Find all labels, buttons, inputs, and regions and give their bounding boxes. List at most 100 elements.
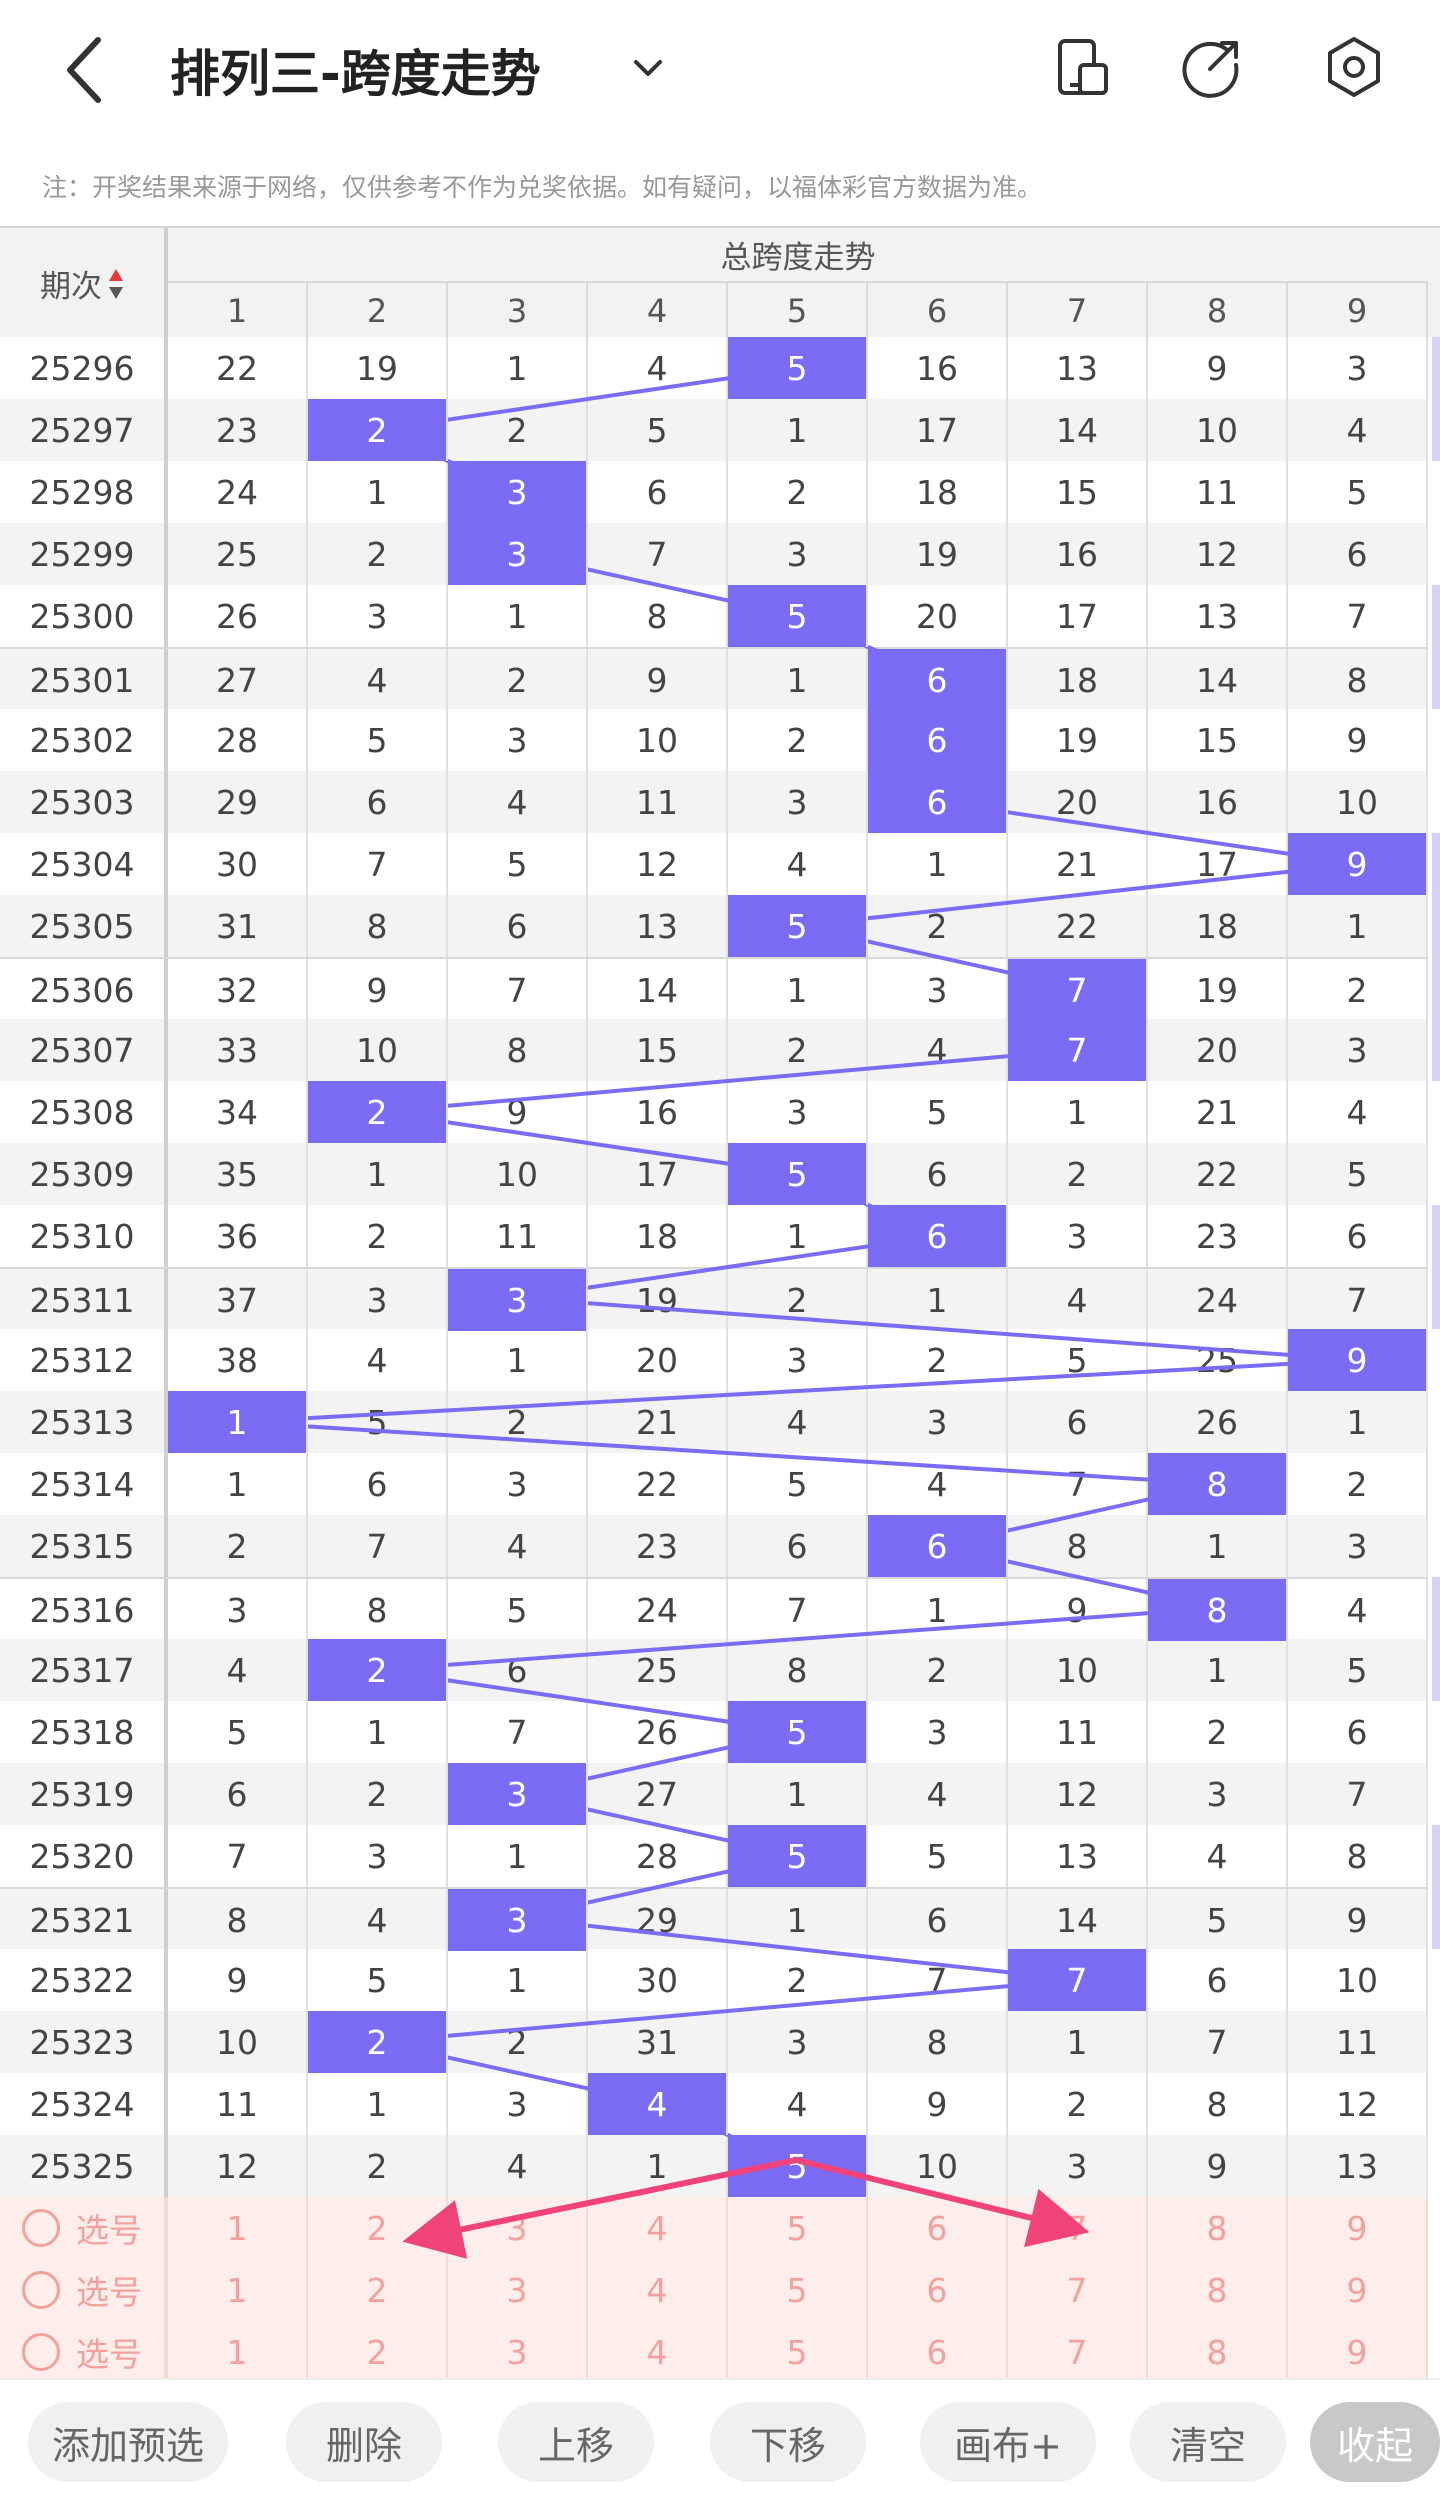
period-cell: 25315 (0, 1515, 168, 1577)
omission-cell: 8 (448, 1019, 588, 1081)
select-number-5[interactable]: 5 (728, 2197, 868, 2259)
select-row: 选号 1 2 3 4 5 6 7 8 9 (0, 2259, 1428, 2321)
select-number-5[interactable]: 5 (728, 2259, 868, 2321)
period-cell: 25321 (0, 1889, 168, 1951)
collapse-button[interactable]: 收起 (1310, 2402, 1440, 2482)
side-marker (1432, 399, 1440, 461)
select-number-7[interactable]: 7 (1008, 2197, 1148, 2259)
select-number-8[interactable]: 8 (1148, 2321, 1288, 2383)
omission-cell: 1 (1008, 1081, 1148, 1143)
hit-cell: 5 (728, 2135, 868, 2197)
omission-cell: 23 (1148, 1205, 1288, 1267)
column-header-4: 4 (588, 283, 728, 339)
omission-cell: 11 (1288, 2011, 1428, 2073)
select-number-7[interactable]: 7 (1008, 2321, 1148, 2383)
select-number-1[interactable]: 1 (168, 2197, 308, 2259)
select-number-3[interactable]: 3 (448, 2321, 588, 2383)
select-number-2[interactable]: 2 (308, 2197, 448, 2259)
select-number-6[interactable]: 6 (868, 2197, 1008, 2259)
omission-cell: 2 (868, 1639, 1008, 1701)
side-marker (1432, 895, 1440, 957)
select-number-3[interactable]: 3 (448, 2259, 588, 2321)
select-row-toggle[interactable]: 选号 (0, 2321, 168, 2383)
radio-circle-icon[interactable] (22, 2333, 60, 2371)
omission-cell: 3 (1288, 1515, 1428, 1577)
settings-icon[interactable] (1322, 35, 1386, 99)
table-row: 25300 26 3 1 8 5 20 17 13 7 (0, 585, 1428, 647)
select-number-4[interactable]: 4 (588, 2259, 728, 2321)
omission-cell: 20 (1008, 771, 1148, 833)
select-number-5[interactable]: 5 (728, 2321, 868, 2383)
canvas-plus-button[interactable]: 画布+ (920, 2402, 1096, 2482)
phone-icon[interactable] (1050, 35, 1114, 99)
back-icon[interactable] (60, 30, 110, 110)
omission-cell: 10 (1288, 771, 1428, 833)
omission-cell: 20 (868, 585, 1008, 647)
chevron-down-icon[interactable] (628, 48, 668, 88)
omission-cell: 36 (168, 1205, 308, 1267)
move-down-button[interactable]: 下移 (710, 2402, 866, 2482)
omission-cell: 16 (1148, 771, 1288, 833)
radio-circle-icon[interactable] (22, 2271, 60, 2309)
select-row-toggle[interactable]: 选号 (0, 2259, 168, 2321)
select-number-2[interactable]: 2 (308, 2321, 448, 2383)
omission-cell: 22 (1148, 1143, 1288, 1205)
add-preselect-button[interactable]: 添加预选 (28, 2402, 228, 2482)
omission-cell: 24 (168, 461, 308, 523)
select-number-9[interactable]: 9 (1288, 2259, 1428, 2321)
select-number-9[interactable]: 9 (1288, 2321, 1428, 2383)
hit-cell: 6 (868, 649, 1008, 711)
omission-cell: 10 (1148, 399, 1288, 461)
omission-cell: 11 (448, 1205, 588, 1267)
omission-cell: 4 (728, 1391, 868, 1453)
clear-button[interactable]: 清空 (1130, 2402, 1286, 2482)
hit-cell: 7 (1008, 1019, 1148, 1081)
omission-cell: 8 (308, 1579, 448, 1641)
period-cell: 25300 (0, 585, 168, 647)
omission-cell: 20 (588, 1329, 728, 1391)
move-up-button[interactable]: 上移 (498, 2402, 654, 2482)
omission-cell: 1 (448, 1825, 588, 1887)
select-number-4[interactable]: 4 (588, 2321, 728, 2383)
table-row: 25302 28 5 3 10 2 6 19 15 9 (0, 709, 1428, 771)
omission-cell: 4 (728, 2073, 868, 2135)
omission-cell: 2 (308, 523, 448, 585)
select-number-2[interactable]: 2 (308, 2259, 448, 2321)
omission-cell: 2 (1008, 1143, 1148, 1205)
omission-cell: 7 (168, 1825, 308, 1887)
sort-icon[interactable] (108, 267, 124, 301)
hit-cell: 6 (868, 1515, 1008, 1577)
omission-cell: 3 (1288, 337, 1428, 399)
omission-cell: 33 (168, 1019, 308, 1081)
delete-button[interactable]: 删除 (286, 2402, 442, 2482)
omission-cell: 10 (168, 2011, 308, 2073)
table-row: 25308 34 2 9 16 3 5 1 21 4 (0, 1081, 1428, 1143)
select-number-1[interactable]: 1 (168, 2321, 308, 2383)
omission-cell: 1 (728, 959, 868, 1021)
select-row-label: 选号 (76, 2335, 142, 2374)
select-number-7[interactable]: 7 (1008, 2259, 1148, 2321)
select-number-8[interactable]: 8 (1148, 2197, 1288, 2259)
radio-circle-icon[interactable] (22, 2209, 60, 2247)
select-number-1[interactable]: 1 (168, 2259, 308, 2321)
omission-cell: 23 (588, 1515, 728, 1577)
omission-cell: 1 (1148, 1639, 1288, 1701)
select-number-9[interactable]: 9 (1288, 2197, 1428, 2259)
select-number-8[interactable]: 8 (1148, 2259, 1288, 2321)
period-cell: 25308 (0, 1081, 168, 1143)
period-header[interactable]: 期次 (0, 228, 168, 339)
omission-cell: 18 (588, 1205, 728, 1267)
select-number-3[interactable]: 3 (448, 2197, 588, 2259)
omission-cell: 21 (588, 1391, 728, 1453)
select-number-4[interactable]: 4 (588, 2197, 728, 2259)
omission-cell: 1 (1008, 2011, 1148, 2073)
select-number-6[interactable]: 6 (868, 2321, 1008, 2383)
side-marker (1432, 957, 1440, 1019)
period-cell: 25301 (0, 649, 168, 711)
column-header-9: 9 (1288, 283, 1428, 339)
share-icon[interactable] (1180, 35, 1244, 99)
select-number-6[interactable]: 6 (868, 2259, 1008, 2321)
select-row-toggle[interactable]: 选号 (0, 2197, 168, 2259)
omission-cell: 6 (168, 1763, 308, 1825)
page-title[interactable]: 排列三-跨度走势 (170, 45, 541, 103)
